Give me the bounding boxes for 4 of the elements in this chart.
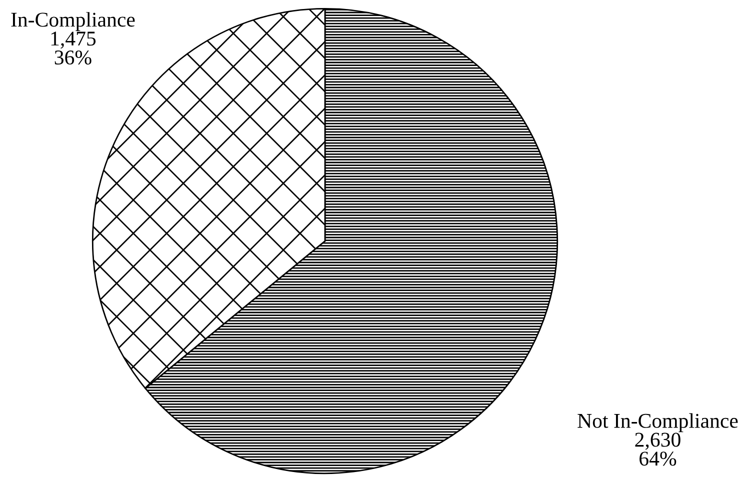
slice-label: Not In-Compliance [578, 413, 738, 432]
slice-label: In-Compliance [11, 12, 135, 31]
data-label: 1,475 36% [51, 32, 96, 65]
data-label: 2,630 64% [635, 432, 680, 466]
